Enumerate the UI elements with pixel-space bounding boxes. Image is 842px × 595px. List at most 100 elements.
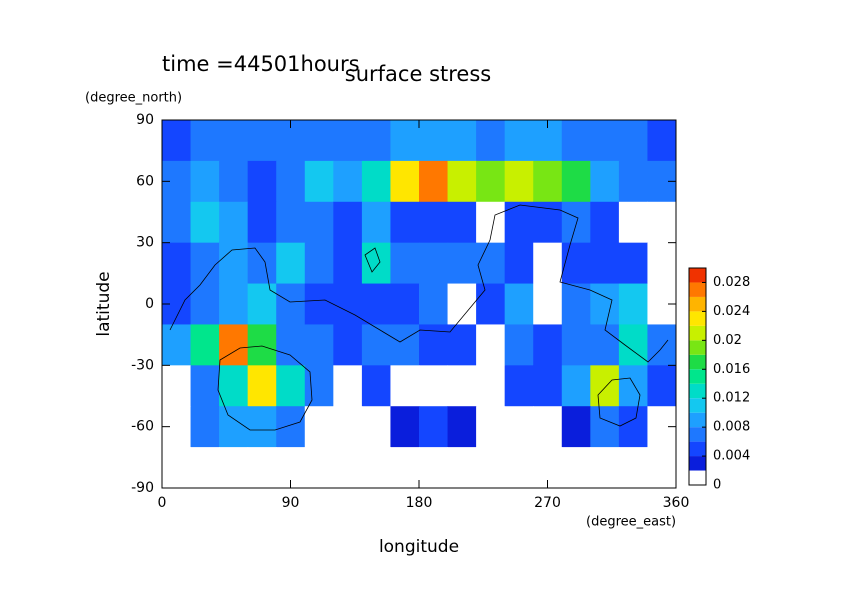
cell xyxy=(333,324,363,366)
cell xyxy=(590,365,620,407)
y-tick-label: 90 xyxy=(136,112,154,128)
cell xyxy=(276,365,306,407)
cell xyxy=(590,120,620,162)
cell xyxy=(419,160,449,203)
y-tick-label: 60 xyxy=(136,173,154,189)
cell xyxy=(390,201,420,244)
cell xyxy=(419,201,449,244)
cell xyxy=(390,365,420,407)
colorbar-frame xyxy=(688,267,707,486)
cell xyxy=(476,365,506,407)
cell xyxy=(590,324,620,366)
cell xyxy=(419,365,449,407)
cell xyxy=(219,406,249,448)
cell xyxy=(504,242,534,285)
cell xyxy=(190,365,220,407)
y-tick-label: -30 xyxy=(131,357,154,373)
cell xyxy=(590,160,620,203)
cell xyxy=(304,120,334,162)
cell xyxy=(190,406,220,448)
cell xyxy=(447,160,477,203)
cell xyxy=(361,242,391,285)
cell xyxy=(247,324,277,366)
cell xyxy=(419,120,449,162)
cell xyxy=(647,201,677,244)
cell xyxy=(276,283,306,325)
cell xyxy=(476,324,506,366)
cell xyxy=(219,120,249,162)
cell xyxy=(618,447,648,489)
cell xyxy=(247,120,277,162)
cell xyxy=(304,242,334,285)
cell xyxy=(304,283,334,325)
colorbar-segment xyxy=(689,282,706,297)
cell xyxy=(561,406,591,448)
cell xyxy=(333,201,363,244)
cell xyxy=(590,447,620,489)
colorbar-segment xyxy=(689,311,706,326)
colorbar-segment xyxy=(689,427,706,442)
cell xyxy=(162,201,192,244)
coastline xyxy=(169,204,669,363)
cell xyxy=(304,201,334,244)
cell xyxy=(533,406,563,448)
cell xyxy=(304,324,334,366)
cell xyxy=(533,160,563,203)
colorbar-tick-label: 0.028 xyxy=(713,275,750,290)
cell xyxy=(590,201,620,244)
cell xyxy=(618,406,648,448)
cell xyxy=(618,120,648,162)
x-tick-label: 270 xyxy=(534,495,561,511)
cell xyxy=(190,447,220,489)
cell xyxy=(590,283,620,325)
cell xyxy=(304,406,334,448)
cell xyxy=(561,365,591,407)
cell xyxy=(190,201,220,244)
cell xyxy=(333,447,363,489)
colorbar-segment xyxy=(689,383,706,399)
x-tick-label: 360 xyxy=(663,495,690,511)
cell xyxy=(247,406,277,448)
cell xyxy=(333,283,363,325)
cell xyxy=(390,283,420,325)
colorbar-segment xyxy=(689,354,706,370)
cell xyxy=(561,283,591,325)
cell xyxy=(390,160,420,203)
colorbar-segment xyxy=(689,441,706,457)
cell xyxy=(590,242,620,285)
cell xyxy=(390,447,420,489)
cell xyxy=(333,365,363,407)
cell xyxy=(361,283,391,325)
cell xyxy=(333,160,363,203)
colorbar-tick-label: 0.012 xyxy=(713,391,750,406)
cell xyxy=(504,324,534,366)
cell xyxy=(476,120,506,162)
cell xyxy=(561,160,591,203)
cell xyxy=(447,324,477,366)
colorbar-tick-label: 0.02 xyxy=(713,333,742,348)
cell xyxy=(219,201,249,244)
cell xyxy=(419,447,449,489)
cell xyxy=(419,406,449,448)
cell xyxy=(504,201,534,244)
y-axis-title: latitude xyxy=(94,271,114,336)
x-tick-label: 180 xyxy=(406,495,433,511)
cell xyxy=(247,160,277,203)
cell xyxy=(390,242,420,285)
colorbar-segment xyxy=(689,340,706,355)
cell xyxy=(504,447,534,489)
colorbar: 0 0.004 0.008 0.012 0.016 0.02 0.024 0.028 xyxy=(688,267,750,493)
cell xyxy=(276,406,306,448)
cell xyxy=(618,324,648,366)
cell xyxy=(162,324,192,366)
cell xyxy=(276,324,306,366)
x-axis-title: longitude xyxy=(379,537,459,557)
cell xyxy=(247,242,277,285)
cell xyxy=(304,160,334,203)
cell xyxy=(447,406,477,448)
cell xyxy=(447,447,477,489)
coastline xyxy=(217,345,313,431)
cell xyxy=(390,324,420,366)
cell xyxy=(219,160,249,203)
colorbar-segment xyxy=(689,412,706,428)
